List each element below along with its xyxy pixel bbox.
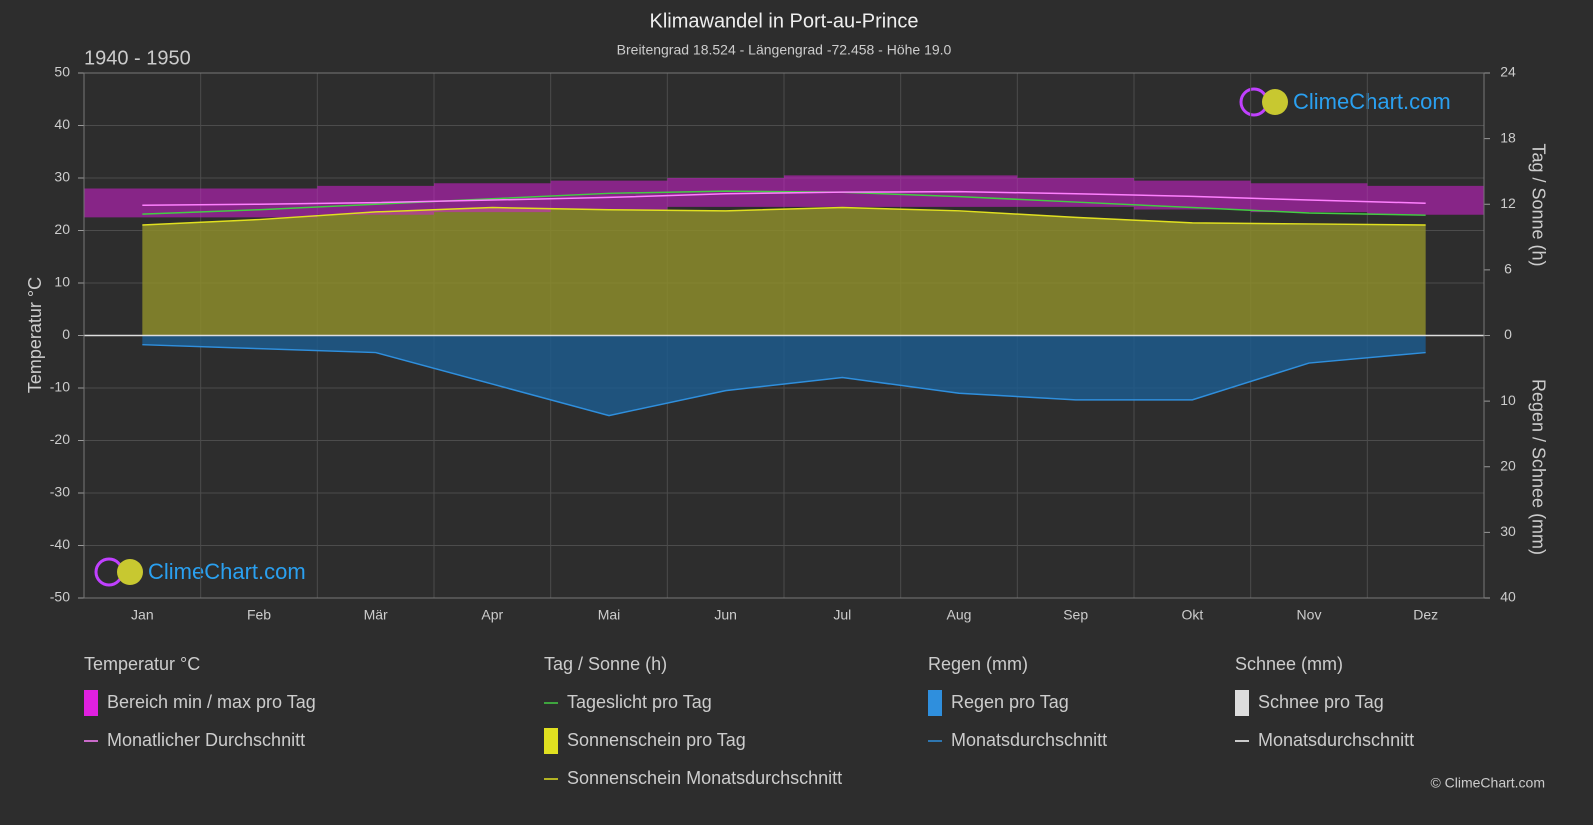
plot-frame — [83, 72, 1485, 599]
period: 1940 - 1950 — [84, 47, 191, 69]
logo-text: ClimeChart.com — [1293, 89, 1451, 114]
y3-axis-label: Regen / Schnee (mm) — [1528, 379, 1548, 555]
x-tick-label: Apr — [481, 607, 503, 623]
y2-tick-label: 0 — [1504, 326, 1512, 342]
x-tick-label: Jun — [714, 607, 737, 623]
legend-label: Monatsdurchschnitt — [951, 730, 1107, 750]
logo-bottom: ClimeChart.com — [94, 557, 306, 587]
rain-line — [142, 343, 1426, 417]
x-tick-label: Aug — [947, 607, 972, 623]
y-tick-label: 0 — [62, 326, 70, 342]
logo-sun — [1262, 89, 1288, 115]
y-tick-label: -30 — [50, 484, 70, 500]
legend-swatch — [84, 690, 98, 716]
daylight-line — [142, 190, 1426, 216]
x-tick-label: Mai — [598, 607, 621, 623]
temp-avg-line — [142, 190, 1426, 207]
y2-tick-label: 24 — [1500, 64, 1516, 80]
y-tick-label: -20 — [50, 431, 70, 447]
y-tick-label: 30 — [54, 169, 70, 185]
temp-range — [1367, 185, 1484, 215]
y3-tick-label: 30 — [1500, 523, 1516, 539]
y2-tick-label: 18 — [1500, 129, 1516, 145]
x-tick-label: Okt — [1181, 607, 1203, 623]
x-tick-label: Jul — [833, 607, 851, 623]
chart-title: Klimawandel in Port-au-Prince — [649, 10, 918, 32]
chart-subtitle: Breitengrad 18.524 - Längengrad -72.458 … — [617, 42, 952, 58]
y-tick-label: 10 — [54, 274, 70, 290]
y-tick-label: 50 — [54, 64, 70, 80]
legend-swatch — [1235, 690, 1249, 716]
legend-title: Regen (mm) — [928, 654, 1028, 674]
x-tick-label: Dez — [1413, 607, 1438, 623]
sunshine-area — [142, 207, 1426, 336]
legend-label: Sonnenschein Monatsdurchschnitt — [567, 768, 842, 788]
y-tick-label: -50 — [50, 589, 70, 605]
y-tick-label: 20 — [54, 221, 70, 237]
legend-label: Regen pro Tag — [951, 692, 1069, 712]
legend-label: Bereich min / max pro Tag — [107, 692, 316, 712]
legend-title: Temperatur °C — [84, 654, 200, 674]
legend-label: Monatsdurchschnitt — [1258, 730, 1414, 750]
copyright: © ClimeChart.com — [1430, 775, 1545, 791]
legend-swatch — [928, 690, 942, 716]
y3-tick-label: 40 — [1500, 589, 1516, 605]
legend-label: Monatlicher Durchschnitt — [107, 730, 305, 750]
legend-title: Tag / Sonne (h) — [544, 654, 667, 674]
logo-sun — [117, 559, 143, 585]
legend-title: Schnee (mm) — [1235, 654, 1343, 674]
x-tick-label: Nov — [1297, 607, 1322, 623]
y3-tick-label: 10 — [1500, 392, 1516, 408]
y-axis-label: Temperatur °C — [25, 277, 45, 393]
y-tick-label: -10 — [50, 379, 70, 395]
y2-tick-label: 6 — [1504, 261, 1512, 277]
y2-tick-label: 12 — [1500, 195, 1516, 211]
temp-range — [200, 188, 318, 218]
logo-top: ClimeChart.com — [1239, 87, 1451, 117]
temp-range — [1250, 183, 1368, 213]
legend-swatch — [544, 728, 558, 754]
legend-label: Schnee pro Tag — [1258, 692, 1384, 712]
y-tick-label: -40 — [50, 536, 70, 552]
x-tick-label: Feb — [247, 607, 271, 623]
y2-axis-label: Tag / Sonne (h) — [1528, 143, 1548, 266]
x-tick-label: Jan — [131, 607, 154, 623]
y3-tick-label: 20 — [1500, 457, 1516, 473]
rain-area — [142, 335, 1426, 416]
y-tick-label: 40 — [54, 116, 70, 132]
sunshine-line — [142, 206, 1426, 226]
legend-label: Tageslicht pro Tag — [567, 692, 712, 712]
x-tick-label: Sep — [1063, 607, 1088, 623]
legend-label: Sonnenschein pro Tag — [567, 730, 746, 750]
logo-text: ClimeChart.com — [148, 559, 306, 584]
x-tick-label: Mär — [364, 607, 388, 623]
